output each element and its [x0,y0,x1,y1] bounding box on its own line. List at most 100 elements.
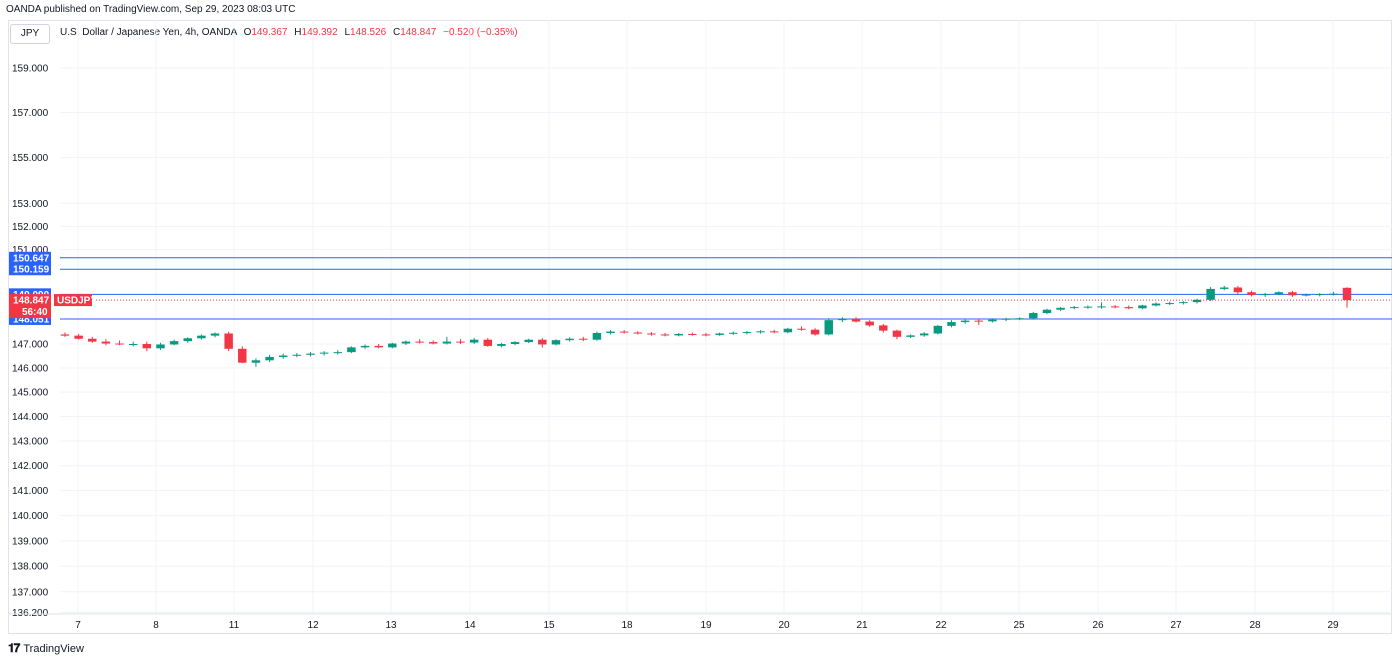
candle-body [742,332,752,334]
x-tick-label: 19 [700,620,712,631]
x-tick-label: 27 [1170,620,1182,631]
candle-body [947,322,956,326]
candle-body [1192,299,1202,303]
candle-body [60,334,70,336]
candle-body [128,344,138,345]
candle-body [960,320,970,323]
candle-body [265,356,274,361]
candle-body [879,325,888,331]
y-tick-label: 151.000 [12,245,49,256]
close-label: C [392,27,401,38]
candle-body [538,339,547,345]
close-value: 148.847 [400,27,437,38]
candle-body [333,352,342,354]
candle-body [1097,306,1106,308]
candle-body [1274,292,1284,295]
candle-body [729,332,738,334]
candle-body [1288,292,1297,296]
candle-body [783,328,793,333]
candle-body [551,340,561,345]
candle-body [1179,302,1188,304]
y-tick-label: 153.000 [12,199,49,210]
symbol-tag [54,294,92,307]
candle-body [660,334,670,336]
candle-body [156,344,165,349]
x-tick-label: 28 [1249,620,1261,631]
candle-body [483,339,493,346]
x-tick-label: 15 [543,620,555,631]
candle-body [1206,288,1215,300]
candle-body [442,341,452,344]
candle-body [1001,318,1011,320]
countdown-label: 56:40 [22,307,48,318]
candle-body [974,320,983,322]
x-tick-label: 8 [153,620,159,631]
y-tick-label: 136.200 [12,608,49,619]
candle-body [1315,294,1324,296]
ohlc-legend: U.S. Dollar / Japanese Yen, 4h, OANDA O1… [60,27,518,38]
candle-body [169,341,179,345]
candle-body [510,342,520,344]
candle-body [1329,293,1338,295]
level-tag-label: 148.051 [13,314,50,325]
y-tick-label: 155.000 [12,153,49,164]
last-price-label: 148.847 [13,296,50,307]
candle-body [524,339,533,343]
x-tick-label: 25 [1013,620,1025,631]
y-tick-label: 144.000 [12,412,49,423]
candle-body [838,318,847,321]
y-tick-label: 152.000 [12,222,49,233]
candle-body [238,348,247,363]
candle-body [388,343,397,348]
brand-label: TradingView [23,642,84,655]
candle-body [701,334,711,336]
candle-body [824,320,833,335]
symbol-button[interactable]: JPY [10,24,50,44]
low-value: 148.526 [350,27,387,38]
candle-body [292,354,302,356]
y-tick-label: 138.000 [12,562,49,573]
candle-body [224,333,233,349]
tradingview-brand[interactable]: 𝟏𝟕 TradingView [8,641,84,656]
candle-body [1083,306,1093,308]
candle-body [306,353,315,355]
candle-body [88,338,97,342]
open-label: O [243,27,252,38]
y-tick-label: 142.000 [12,461,49,472]
candle-body [647,333,656,335]
candle-body [497,344,506,346]
y-tick-label: 140.000 [12,511,49,522]
candle-body [592,333,602,340]
candle-body [1165,303,1174,305]
open-value: 149.367 [251,27,288,38]
candle-body [1301,294,1311,296]
change-value: −0.520 (−0.35%) [443,27,518,38]
candle-body [1138,305,1147,309]
symbol-tag-label: USDJPY [57,296,97,307]
candle-body [456,341,465,343]
x-tick-label: 13 [385,620,397,631]
candle-body [756,331,765,333]
candle-body [347,347,356,353]
candle-body [674,333,683,336]
candle-body [1015,318,1024,320]
candle-body [797,328,806,330]
candle-body [565,338,574,341]
y-tick-label: 159.000 [12,64,49,75]
chart-frame [8,20,1392,634]
candle-body [1110,306,1120,308]
candle-body [810,329,820,335]
y-tick-label: 141.000 [12,486,49,497]
x-tick-label: 11 [229,620,240,631]
x-tick-label: 14 [464,620,476,631]
level-tag-label: 150.647 [13,253,50,264]
candle-body [319,352,329,354]
candle-body [183,338,192,342]
candle-body [278,355,288,357]
x-tick-label: 20 [778,620,790,631]
candle-body [101,341,111,344]
candle-body [415,341,424,343]
candle-body [142,344,152,349]
candle-body [1029,313,1038,319]
